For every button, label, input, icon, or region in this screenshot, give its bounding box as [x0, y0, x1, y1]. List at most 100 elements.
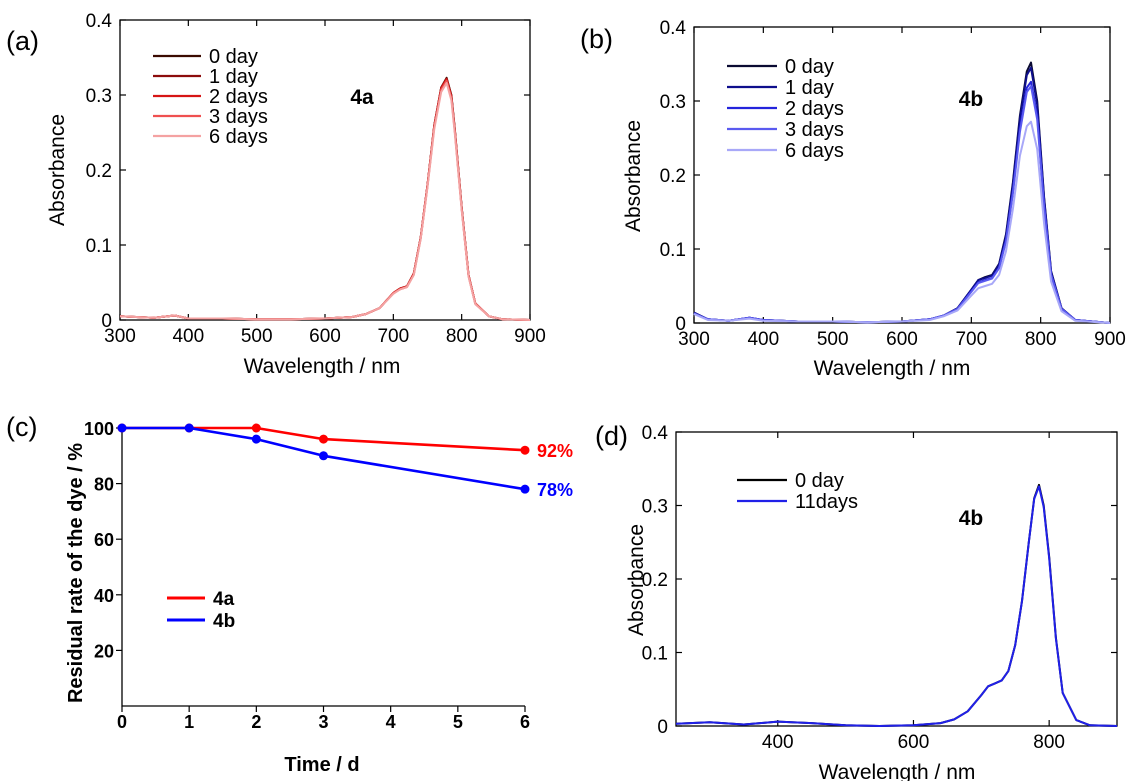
- data-point: [319, 434, 328, 444]
- y-tick-label: 0.2: [86, 161, 112, 182]
- panel-b-letter: (b): [580, 24, 613, 54]
- panel-d-ylabel: Absorbance: [625, 524, 648, 636]
- y-tick-label: 0.1: [642, 644, 668, 665]
- panel-a-ylabel: Absorbance: [46, 114, 69, 226]
- legend-label: 0 day: [209, 46, 258, 68]
- x-tick-label: 800: [1025, 329, 1057, 350]
- x-tick-label: 700: [955, 329, 987, 350]
- series-line-6-days: [119, 82, 531, 321]
- y-tick-label: 0: [657, 717, 668, 738]
- y-tick-label: 20: [94, 641, 114, 661]
- panel-b-ylabel: Absorbance: [622, 120, 645, 232]
- x-tick-label: 6: [520, 712, 530, 732]
- panel-b-xlabel: Wavelength / nm: [814, 357, 971, 380]
- x-tick-label: 800: [446, 326, 478, 347]
- y-tick-label: 40: [94, 586, 114, 606]
- series-line-2-days: [693, 80, 1111, 324]
- x-tick-label: 400: [172, 326, 204, 347]
- legend-label: 1 day: [785, 77, 834, 99]
- y-tick-label: 80: [94, 475, 114, 495]
- x-tick-label: 500: [817, 329, 849, 350]
- x-tick-label: 400: [762, 732, 794, 753]
- legend-label: 11days: [795, 491, 858, 513]
- y-tick-label: 100: [84, 419, 114, 439]
- y-tick-label: 60: [94, 530, 114, 550]
- y-tick-label: 0.3: [86, 86, 112, 107]
- plot-axes: [121, 427, 525, 707]
- legend-label: 6 days: [209, 126, 268, 148]
- panel-d-annotation: 4b: [959, 507, 984, 530]
- series-line-0-day: [675, 483, 1118, 727]
- series-line-3-days: [693, 85, 1111, 324]
- x-tick-label: 600: [898, 732, 930, 753]
- y-tick-label: 0.4: [660, 18, 687, 39]
- legend-label: 4b: [213, 611, 235, 632]
- legend-label: 4a: [213, 589, 235, 610]
- y-tick-label: 0.4: [86, 11, 113, 32]
- x-tick-label: 1: [184, 712, 194, 732]
- data-point: [319, 451, 328, 461]
- legend-label: 6 days: [785, 140, 844, 162]
- y-tick-label: 0.3: [660, 92, 686, 113]
- data-point: [251, 434, 261, 444]
- panel-c-letter: (c): [6, 412, 37, 442]
- panel-c-ylabel: Residual rate of the dye / %: [65, 443, 87, 703]
- panel-a-xlabel: Wavelength / nm: [244, 355, 401, 378]
- y-tick-label: 0: [675, 314, 686, 335]
- y-tick-label: 0.2: [660, 166, 686, 187]
- y-tick-label: 0.1: [660, 240, 686, 261]
- x-tick-label: 900: [514, 326, 546, 347]
- series-end-label: 92%: [537, 441, 573, 461]
- data-point: [117, 423, 127, 433]
- series-end-label: 78%: [537, 480, 573, 500]
- panel-d: (d) Wavelength / nm Absorbance 4b 400 600…: [595, 421, 1118, 781]
- data-point: [251, 423, 261, 433]
- x-tick-label: 500: [241, 326, 273, 347]
- x-tick-label: 700: [377, 326, 409, 347]
- x-tick-label: 800: [1033, 732, 1065, 753]
- plot-frame: [693, 26, 1111, 324]
- legend-label: 3 days: [209, 106, 268, 128]
- legend-label: 0 day: [795, 470, 844, 492]
- x-tick-label: 2: [251, 712, 261, 732]
- panel-d-letter: (d): [595, 421, 628, 451]
- panel-a: (a) Wavelength / nm Absorbance 4a 300 400…: [6, 11, 546, 378]
- legend-label: 0 day: [785, 56, 834, 78]
- y-tick-label: 0.1: [86, 236, 112, 257]
- y-tick-label: 0: [101, 311, 112, 332]
- x-tick-label: 400: [747, 329, 779, 350]
- legend-label: 3 days: [785, 119, 844, 141]
- data-point: [184, 423, 194, 433]
- panel-a-annotation: 4a: [350, 86, 374, 109]
- x-tick-label: 4: [386, 712, 396, 732]
- x-tick-label: 3: [318, 712, 328, 732]
- series-line-11days: [675, 485, 1118, 727]
- series-line-1-day: [693, 66, 1111, 324]
- legend-label: 1 day: [209, 66, 258, 88]
- x-tick-label: 300: [104, 326, 136, 347]
- x-tick-label: 900: [1094, 329, 1126, 350]
- data-point: [520, 445, 530, 455]
- y-tick-label: 0.4: [642, 423, 669, 444]
- series-line-0-day: [119, 76, 531, 321]
- legend-label: 2 days: [209, 86, 268, 108]
- series-line-6-days: [693, 120, 1111, 324]
- x-tick-label: 300: [678, 329, 710, 350]
- x-tick-label: 600: [309, 326, 341, 347]
- panel-c-xlabel: Time / d: [284, 754, 359, 776]
- y-tick-label: 0.2: [642, 570, 668, 591]
- panel-b: (b) Wavelength / nm Absorbance 4b 300 400…: [580, 18, 1126, 380]
- series-line-1-day: [119, 77, 531, 321]
- panel-a-letter: (a): [6, 26, 39, 56]
- panel-b-annotation: 4b: [959, 88, 984, 111]
- x-tick-label: 600: [886, 329, 918, 350]
- panel-d-xlabel: Wavelength / nm: [819, 761, 976, 781]
- legend-label: 2 days: [785, 98, 844, 120]
- x-tick-label: 0: [117, 712, 127, 732]
- series-line-0-day: [693, 61, 1111, 324]
- data-point: [520, 484, 530, 494]
- panel-c: (c) Time / d Residual rate of the dye / …: [6, 412, 573, 776]
- y-tick-label: 0.3: [642, 497, 668, 518]
- x-tick-label: 5: [453, 712, 463, 732]
